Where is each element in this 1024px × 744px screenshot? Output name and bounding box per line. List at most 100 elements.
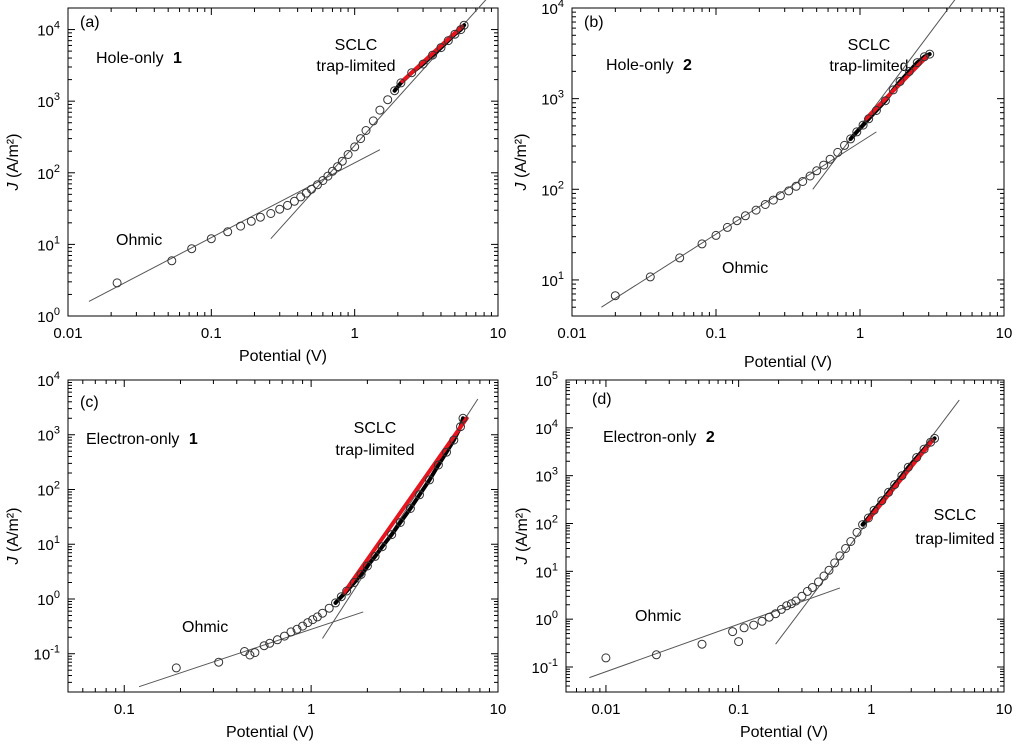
y-tick-base: 10 <box>37 428 54 445</box>
y-tick-label: 101 <box>37 534 60 554</box>
x-tick-label: 1 <box>307 701 315 718</box>
data-point <box>250 648 260 658</box>
y-tick-base: 10 <box>37 166 54 183</box>
region-label-trap-limited: trap-limited <box>915 531 994 548</box>
data-point <box>833 147 843 157</box>
y-tick-base: 10 <box>535 564 552 581</box>
data-point <box>377 542 387 552</box>
data-point <box>356 134 366 144</box>
y-tick-label: 103 <box>37 91 60 111</box>
data-point <box>728 627 738 637</box>
data-point <box>757 616 767 626</box>
panel-label: (a) <box>80 14 100 31</box>
sample-label: Hole-only 2 <box>606 57 692 74</box>
y-tick-label: 100 <box>535 609 558 629</box>
data-point <box>331 598 340 608</box>
data-point <box>307 184 316 194</box>
data-point <box>840 140 849 150</box>
data-point <box>289 196 299 206</box>
region-label-sclc: SCLC <box>354 420 397 437</box>
x-tick-label: 1 <box>856 325 864 342</box>
y-tick-exponent: 3 <box>552 466 558 478</box>
panel-label: (d) <box>592 391 612 408</box>
data-point <box>301 188 311 198</box>
y-tick-label: 100 <box>37 589 60 609</box>
data-point <box>819 160 829 170</box>
region-label-sclc: SCLC <box>934 507 977 524</box>
data-point <box>337 156 347 166</box>
data-point <box>824 565 834 575</box>
data-point <box>711 230 721 240</box>
data-point <box>318 176 328 185</box>
data-point <box>912 453 922 462</box>
y-tick-exponent: 2 <box>54 163 60 175</box>
data-point <box>904 66 914 76</box>
data-point <box>775 191 785 201</box>
data-point <box>601 653 611 663</box>
data-point <box>645 272 655 282</box>
data-point <box>890 480 900 490</box>
chart-panel-d: (d) Electron-only 2 SCLC trap-limited Oh… <box>514 370 1012 741</box>
data-point <box>919 444 929 454</box>
x-tick-label: 1 <box>867 701 875 718</box>
data-point <box>852 127 862 137</box>
y-tick-exponent: 3 <box>558 89 564 101</box>
data-point <box>784 186 794 196</box>
data-point <box>255 212 265 222</box>
data-point <box>807 583 817 592</box>
y-tick-label: 105 <box>535 370 558 390</box>
y-tick-exponent: 4 <box>558 0 564 10</box>
data-point <box>313 180 322 190</box>
x-axis-label: Potential (V) <box>744 354 832 371</box>
dense-data-trace <box>333 416 465 605</box>
y-tick-base: 10 <box>535 612 552 629</box>
chart-panel-c: (c) Electron-only 1 SCLC trap-limited Oh… <box>5 370 506 741</box>
ohmic-label: Ohmic <box>182 619 228 636</box>
data-point <box>245 650 255 660</box>
data-point <box>324 603 334 613</box>
y-tick-exponent: 2 <box>552 513 558 525</box>
ohmic-label: Ohmic <box>635 608 681 625</box>
data-point <box>328 166 337 176</box>
x-tick-label: 0.01 <box>591 701 620 718</box>
y-tick-exponent: 0 <box>54 589 60 601</box>
data-point <box>895 76 905 86</box>
data-point <box>805 171 815 181</box>
data-point <box>433 460 443 470</box>
x-tick-label: 0.1 <box>706 325 727 342</box>
y-tick-label: 104 <box>37 370 60 390</box>
x-axis-label: Potential (V) <box>740 724 828 741</box>
y-tick-exponent: -1 <box>548 657 558 669</box>
data-point <box>223 227 233 237</box>
y-tick-exponent: 1 <box>54 234 60 246</box>
y-tick-label: 10-1 <box>532 657 558 677</box>
data-point <box>791 181 801 191</box>
y-tick-label: 103 <box>541 89 564 109</box>
data-point <box>390 86 400 96</box>
data-point <box>265 638 275 648</box>
y-tick-exponent: 4 <box>552 418 558 430</box>
panel-label: (b) <box>584 14 604 31</box>
data-point <box>734 637 744 647</box>
ohmic-fit-line <box>138 611 364 688</box>
data-point <box>206 234 216 244</box>
y-tick-base: 10 <box>37 94 54 111</box>
data-point <box>697 639 707 649</box>
data-point <box>272 635 282 645</box>
data-point <box>296 192 306 202</box>
y-tick-base: 10 <box>37 23 54 40</box>
data-point <box>362 561 372 571</box>
data-point <box>405 504 415 513</box>
data-point <box>283 200 292 210</box>
y-tick-label: 102 <box>37 163 60 183</box>
data-point <box>835 551 845 561</box>
y-tick-exponent: 0 <box>552 609 558 621</box>
y-tick-label: 101 <box>535 561 558 581</box>
y-tick-label: 104 <box>535 418 558 438</box>
y-axis-label: J (A/m²) <box>514 508 531 566</box>
data-point <box>830 558 840 568</box>
y-tick-base: 10 <box>37 309 54 326</box>
y-axis-label: J (A/m²) <box>513 134 530 192</box>
data-point <box>375 105 385 115</box>
data-point <box>286 627 296 637</box>
